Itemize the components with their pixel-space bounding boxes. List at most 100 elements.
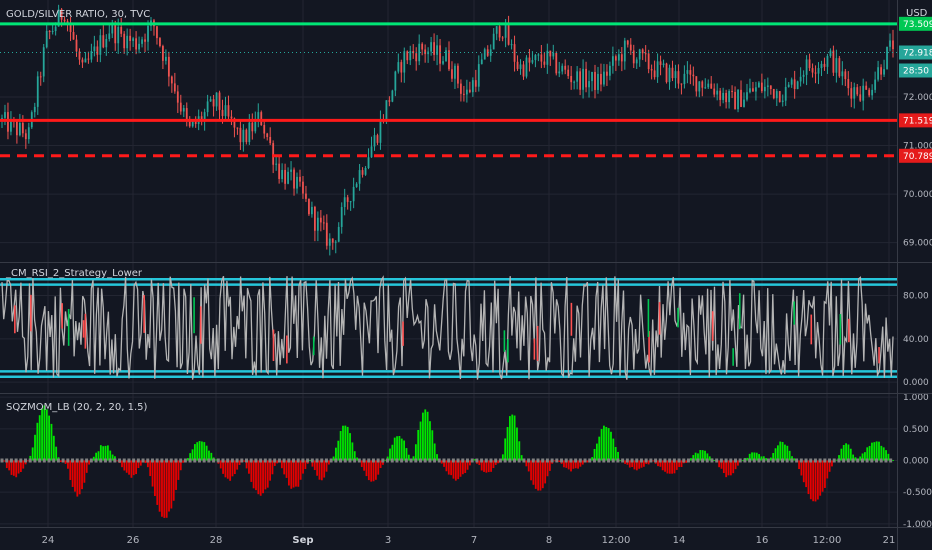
momentum-bar	[666, 460, 669, 474]
candle-body	[159, 38, 161, 47]
momentum-bar	[71, 460, 74, 487]
squeeze-dot	[395, 458, 399, 463]
momentum-bar	[809, 460, 812, 500]
squeeze-dot	[649, 458, 653, 463]
squeeze-dot	[85, 458, 89, 463]
squeeze-dot	[508, 458, 512, 463]
candle-body	[251, 122, 254, 132]
momentum-bar	[812, 460, 815, 502]
rsi-pane[interactable]	[0, 275, 897, 380]
momentum-bar	[224, 460, 227, 478]
squeeze-dot	[607, 458, 611, 463]
candle-body	[728, 90, 731, 103]
time-axis-border	[0, 527, 932, 528]
momentum-bar	[81, 460, 83, 490]
squeeze-dot	[677, 458, 681, 463]
momentum-bar	[643, 460, 645, 467]
momentum-bar	[288, 460, 290, 486]
time-tick-label: 24	[42, 535, 55, 546]
momentum-bar	[311, 460, 314, 467]
momentum-bar	[400, 438, 403, 461]
rsi-indicator-title[interactable]: _CM_RSI_2_Strategy_Lower	[6, 268, 143, 279]
squeeze-dot	[818, 458, 822, 463]
price-pane[interactable]	[0, 4, 897, 256]
squeeze-dot	[179, 458, 183, 463]
momentum-bar	[83, 460, 86, 483]
squeeze-dot	[828, 458, 832, 463]
squeeze-dot	[748, 458, 752, 463]
squeeze-dot	[842, 458, 846, 463]
candle-body	[534, 55, 537, 61]
momentum-bar	[88, 460, 90, 465]
squeeze-dot	[668, 458, 672, 463]
momentum-bar	[55, 446, 58, 461]
pane-separator-1[interactable]	[0, 262, 932, 263]
candle-body	[99, 35, 102, 55]
momentum-bar	[845, 443, 847, 461]
pane-separator-2[interactable]	[0, 393, 932, 394]
level-tag-bg	[899, 16, 932, 31]
momentum-bar	[297, 460, 300, 487]
squeeze-dot	[273, 458, 277, 463]
candle-body	[495, 26, 498, 34]
candle-body	[269, 136, 272, 144]
candle-body	[212, 99, 215, 107]
momentum-bar	[316, 460, 319, 476]
momentum-bar	[283, 460, 286, 475]
squeeze-dot	[165, 458, 169, 463]
candle-body	[397, 62, 400, 72]
currency-label[interactable]: USD	[906, 8, 928, 19]
momentum-bar	[478, 460, 481, 466]
momentum-bar	[146, 460, 149, 468]
momentum-bar	[248, 460, 250, 474]
squeeze-dot	[611, 458, 615, 463]
symbol-title[interactable]: GOLD/SILVER RATIO, 30, TVC	[6, 9, 151, 20]
candle-body	[850, 88, 853, 99]
candle-body	[471, 80, 474, 93]
candle-body	[188, 118, 191, 127]
candle-body	[668, 67, 671, 83]
momentum-bar	[309, 460, 311, 461]
momentum-bar	[353, 451, 356, 461]
momentum-bar	[382, 460, 384, 465]
squeeze-dot	[799, 458, 803, 463]
momentum-bar	[97, 451, 100, 461]
candle-body	[147, 25, 149, 42]
momentum-bar	[205, 445, 208, 461]
squeeze-dot	[813, 458, 817, 463]
candle-body	[462, 93, 465, 95]
momentum-bar	[530, 460, 532, 481]
candle-body	[239, 127, 242, 143]
candle-body	[275, 163, 278, 165]
candle-body	[662, 63, 665, 65]
squeeze-dot	[390, 458, 394, 463]
momentum-bar	[563, 460, 565, 468]
momentum-bar	[365, 460, 368, 477]
momentum-bar	[130, 460, 133, 478]
candle-body	[558, 71, 561, 74]
momentum-bar	[690, 458, 692, 461]
squeeze-indicator-title[interactable]: SQZMOM_LB (20, 2, 20, 1.5)	[6, 402, 148, 413]
squeeze-dot	[447, 458, 451, 463]
candle-body	[609, 65, 611, 76]
momentum-bar	[473, 459, 476, 461]
squeeze-dot	[433, 458, 437, 463]
momentum-bar	[586, 460, 589, 463]
squeeze-dot	[451, 458, 455, 463]
squeeze-momentum-pane[interactable]	[0, 405, 895, 518]
momentum-bar	[419, 421, 422, 461]
candle-body	[704, 87, 707, 89]
candle-body	[713, 88, 716, 95]
candle-body	[325, 222, 328, 246]
candle-body	[170, 76, 173, 84]
candle-body	[349, 201, 352, 203]
squeeze-dot	[174, 458, 178, 463]
candle-body	[254, 119, 257, 132]
momentum-bar	[121, 460, 123, 468]
candle-body	[564, 65, 567, 70]
momentum-bar	[807, 460, 810, 495]
countdown-tag-bg	[899, 63, 932, 78]
squeeze-dot	[729, 458, 733, 463]
momentum-bar	[222, 460, 224, 474]
